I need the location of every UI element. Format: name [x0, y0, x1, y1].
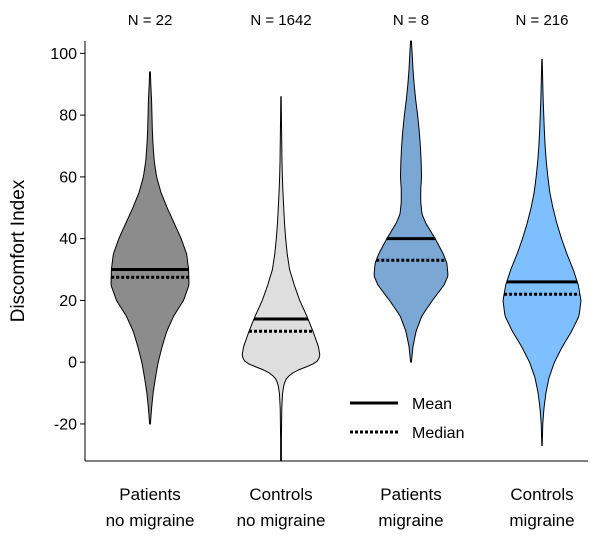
sample-size-label: N = 22 [128, 12, 173, 29]
y-tick-label: 40 [59, 231, 77, 248]
legend-median-label: Median [412, 425, 464, 442]
category-label-line2: migraine [378, 511, 443, 530]
y-tick-label: 0 [68, 355, 77, 372]
y-tick-label: 80 [59, 108, 77, 125]
violins-layer [110, 40, 582, 462]
category-labels: Patients no migraine Controls no migraine Pa… [106, 485, 575, 530]
category-label-line1: Patients [119, 485, 180, 504]
legend-mean-label: Mean [412, 396, 452, 413]
legend: Mean Median [350, 396, 464, 442]
category-label-line2: no migraine [106, 511, 195, 530]
violin-body [502, 59, 582, 447]
category-label-line1: Controls [510, 485, 573, 504]
violin-body [241, 96, 321, 462]
violin-group [373, 40, 449, 363]
plot-frame [84, 41, 588, 462]
sample-size-label: N = 8 [393, 12, 429, 29]
violin-body [373, 40, 449, 363]
n-labels: N = 22 N = 1642 N = 8 N = 216 [128, 12, 569, 29]
y-axis-label: Discomfort Index [8, 179, 29, 322]
category-label-line2: no migraine [237, 511, 326, 530]
violin-group [241, 96, 321, 462]
y-axis: -20 0 20 40 60 80 100 [50, 46, 85, 433]
y-tick-label: 60 [59, 169, 77, 186]
sample-size-label: N = 216 [516, 12, 569, 29]
category-label-line1: Patients [380, 485, 441, 504]
category-label-line2: migraine [509, 511, 574, 530]
violin-body [110, 71, 190, 425]
sample-size-label: N = 1642 [250, 12, 311, 29]
violin-group [110, 71, 190, 425]
violin-group [502, 59, 582, 447]
y-tick-label: 20 [59, 293, 77, 310]
category-label-line1: Controls [249, 485, 312, 504]
y-tick-label: -20 [54, 416, 77, 433]
y-tick-label: 100 [50, 46, 77, 63]
